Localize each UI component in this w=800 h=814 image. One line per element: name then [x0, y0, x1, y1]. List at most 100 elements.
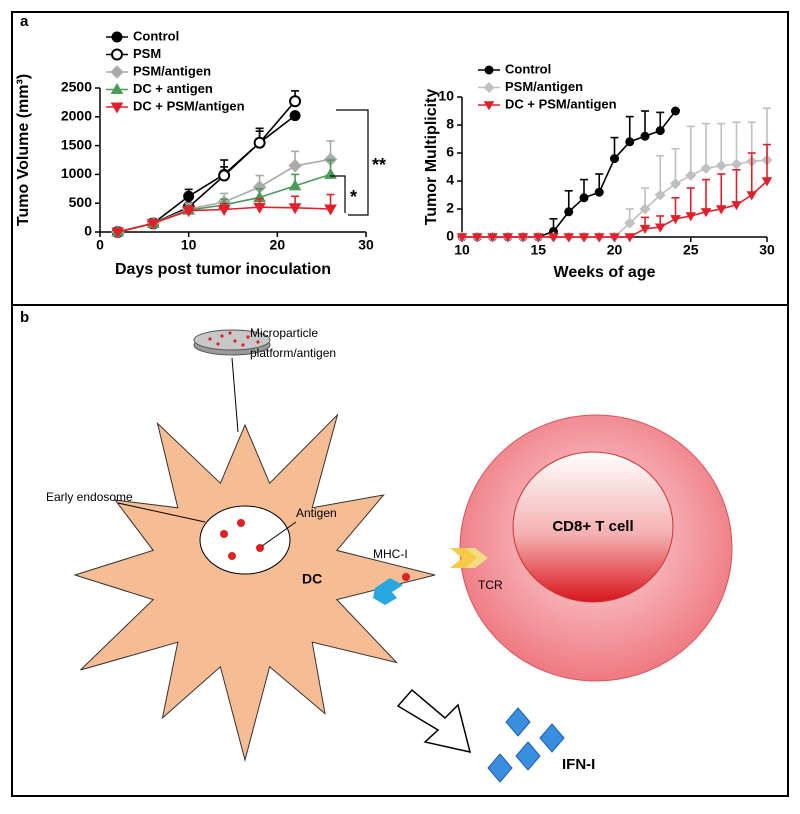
tcr-label: TCR: [478, 578, 503, 592]
marker: [218, 169, 231, 182]
marker: [669, 178, 682, 190]
t-cell-nucleus: [512, 451, 674, 603]
marker: [532, 233, 544, 243]
frame: [11, 11, 789, 797]
y-tick-label: 8: [446, 116, 454, 132]
marker: [594, 187, 604, 197]
annotation: *: [350, 187, 357, 207]
x-tick-label: 30: [358, 237, 374, 253]
y-tick-label: 500: [69, 194, 93, 210]
marker: [456, 233, 468, 243]
marker: [110, 102, 124, 114]
endosome: [199, 505, 291, 575]
ifn-label: IFN-I: [562, 756, 595, 773]
marker: [609, 233, 620, 243]
marker: [111, 48, 123, 61]
marker: [685, 212, 697, 222]
legend-label: DC + PSM/antigen: [133, 98, 245, 113]
x-tick-label: 10: [454, 242, 470, 258]
marker: [639, 224, 651, 234]
marker: [483, 101, 495, 111]
error-bar: [763, 143, 771, 181]
legend-label: PSM/antigen: [505, 79, 583, 94]
marker: [685, 169, 697, 181]
y-tick-label: 0: [446, 228, 454, 244]
panel-label: a: [20, 13, 29, 30]
marker: [624, 233, 636, 243]
marker: [111, 227, 125, 239]
arrow: [396, 688, 472, 753]
x-tick-label: 20: [270, 237, 286, 253]
marker: [761, 177, 773, 187]
marker: [715, 205, 727, 215]
marker: [671, 106, 680, 116]
chart: 0 500 1000 1500 2000 2500 0 10 20 30 Tumo Volume (…: [15, 28, 386, 278]
ifn-diamonds: [487, 707, 565, 783]
pointer-line: [231, 357, 239, 433]
panel-label: b: [20, 309, 29, 326]
dc-label: DC: [302, 571, 322, 587]
marker: [253, 202, 266, 214]
mhc-label: MHC-I: [373, 547, 408, 561]
y-tick-label: 2: [446, 200, 454, 216]
pointer-line: [117, 502, 206, 523]
marker: [655, 126, 665, 136]
marker: [578, 233, 590, 243]
y-tick-label: 4: [446, 172, 454, 188]
marker: [484, 65, 494, 75]
x-tick-label: 15: [530, 242, 546, 258]
y-tick-label: 2500: [61, 79, 92, 95]
error-bar: [702, 122, 710, 169]
bracket: [336, 109, 369, 216]
marker: [502, 233, 514, 243]
marker: [217, 205, 231, 217]
marker: [253, 136, 266, 149]
error-bar: [732, 121, 741, 165]
error-bar: [686, 187, 695, 216]
error-bar: [732, 169, 741, 205]
t-cell-label: CD8+ T cell: [552, 518, 633, 535]
marker: [640, 131, 650, 141]
error-bar: [702, 178, 710, 212]
marker: [654, 189, 666, 201]
marker: [731, 201, 742, 211]
marker: [746, 191, 758, 201]
y-tick-label: 6: [446, 144, 454, 160]
x-axis-label: Weeks of age: [554, 264, 656, 281]
microparticle-label: Microparticle: [250, 326, 318, 340]
marker: [110, 65, 124, 79]
endosome-label: Early endosome: [46, 490, 133, 504]
marker: [183, 190, 195, 202]
x-tick-label: 10: [181, 237, 197, 253]
legend-label: PSM: [133, 46, 161, 61]
x-axis-label: Days post tumor inoculation: [115, 261, 331, 278]
mhc-receptor: [373, 578, 403, 605]
tcr-receptor: [465, 548, 488, 568]
marker: [563, 233, 575, 243]
marker: [324, 204, 337, 216]
marker: [289, 95, 302, 108]
marker: [610, 154, 619, 164]
diagram: Microparticle platform/antigen Early end…: [46, 326, 733, 783]
marker: [624, 217, 636, 229]
error-bar: [671, 148, 680, 184]
marker: [146, 218, 160, 230]
marker: [471, 233, 483, 243]
error-bar: [717, 122, 726, 166]
marker: [288, 203, 302, 215]
legend-label: DC + PSM/antigen: [505, 96, 617, 111]
y-tick-label: 1500: [61, 136, 92, 152]
error-bar: [747, 152, 756, 195]
marker: [288, 159, 302, 173]
marker: [289, 110, 301, 122]
bracket: [330, 175, 346, 213]
marker: [182, 206, 196, 218]
legend-label: Control: [133, 28, 179, 43]
legend-label: PSM/antigen: [133, 63, 211, 78]
error-bar: [717, 173, 726, 209]
y-axis-label: Tumo Volume (mm³): [15, 74, 32, 226]
marker: [548, 233, 559, 243]
marker: [579, 193, 589, 203]
